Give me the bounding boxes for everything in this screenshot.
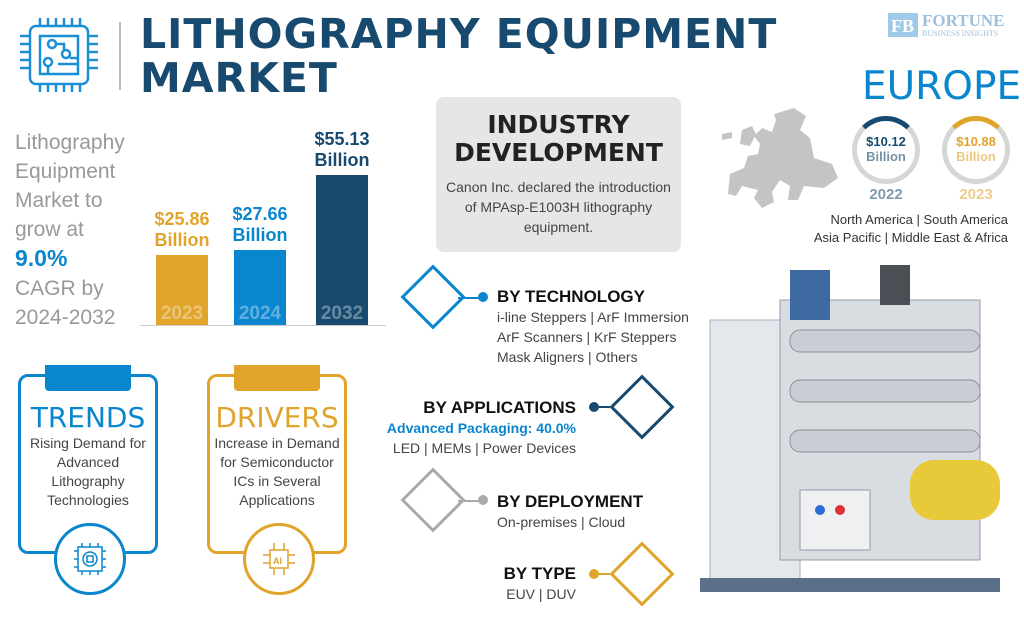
segment-technology: BY TECHNOLOGY i-line Steppers | ArF Immer…: [497, 287, 689, 365]
bullet-dot: [589, 569, 599, 579]
divider: [119, 22, 121, 90]
bar-year-label: 2023: [160, 302, 204, 324]
bar-value-label: $25.86 Billion: [154, 208, 210, 250]
segment-deployment: BY DEPLOYMENT On-premises | Cloud: [497, 492, 644, 530]
applications-diamond-icon: [609, 374, 675, 440]
connector: [458, 297, 480, 299]
bar-2032: 2032: [316, 175, 368, 325]
other-regions: North America | South America Asia Pacifi…: [813, 212, 1008, 245]
page-title: LITHOGRAPHY EQUIPMENT MARKET: [140, 10, 778, 102]
bullet-dot: [478, 292, 488, 302]
ring-year: 2023: [959, 186, 993, 203]
region-ring-2022: $10.12 Billion: [852, 116, 920, 184]
region-title: EUROPE: [862, 64, 1022, 109]
ring-year: 2022: [869, 186, 903, 203]
drivers-title: DRIVERS: [215, 401, 339, 434]
chart-baseline: [140, 325, 386, 326]
europe-map-icon: [722, 108, 838, 208]
bar-2023: 2023: [156, 254, 208, 325]
svg-text:AI: AI: [273, 556, 282, 566]
bar-year-label: 2024: [238, 302, 282, 324]
chip-icon: [20, 18, 98, 92]
logo: FB FORTUNE BUSINESS INSIGHTS: [888, 12, 1005, 38]
cloud-deployment-diamond-icon: [400, 467, 466, 533]
bullet-dot: [589, 402, 599, 412]
fbi-logo-icon: FB: [888, 13, 918, 37]
connector: [597, 406, 619, 408]
connector: [458, 500, 480, 502]
segment-applications: BY APPLICATIONS Advanced Packaging: 40.0%…: [386, 398, 576, 456]
industry-text: Canon Inc. declared the introduction of …: [446, 179, 671, 235]
lithography-machine-image: [700, 265, 1000, 592]
drivers-text: Increase in Demand for Semiconductor ICs…: [214, 435, 340, 508]
bullet-dot: [478, 495, 488, 505]
region-ring-2023: $10.88 Billion: [942, 116, 1010, 184]
industry-development-box: INDUSTRY DEVELOPMENT Canon Inc. declared …: [436, 97, 681, 252]
processor-icon: [74, 543, 106, 575]
trends-title: TRENDS: [30, 401, 146, 434]
svg-text:FB: FB: [891, 16, 914, 36]
cagr-value: 9.0%: [15, 245, 68, 271]
type-diamond-icon: [609, 541, 675, 607]
segment-type: BY TYPE EUV | DUV: [503, 564, 576, 602]
bar-value-label: $55.13 Billion: [314, 129, 370, 170]
industry-title: INDUSTRY DEVELOPMENT: [454, 110, 663, 167]
trends-text: Rising Demand for Advanced Lithography T…: [30, 435, 146, 508]
ai-chip-icon: AI: [263, 543, 295, 575]
trends-card: TRENDS Rising Demand for Advanced Lithog…: [18, 365, 158, 595]
technology-diamond-icon: [400, 264, 466, 330]
connector: [597, 573, 619, 575]
drivers-card: DRIVERS Increase in Demand for Semicondu…: [207, 365, 347, 595]
bar-year-label: 2032: [320, 303, 364, 324]
bar-value-label: $27.66 Billion: [232, 203, 288, 245]
growth-summary: Lithography Equipment Market to grow at 9.0…: [15, 131, 125, 329]
bar-2024: 2024: [234, 249, 286, 325]
